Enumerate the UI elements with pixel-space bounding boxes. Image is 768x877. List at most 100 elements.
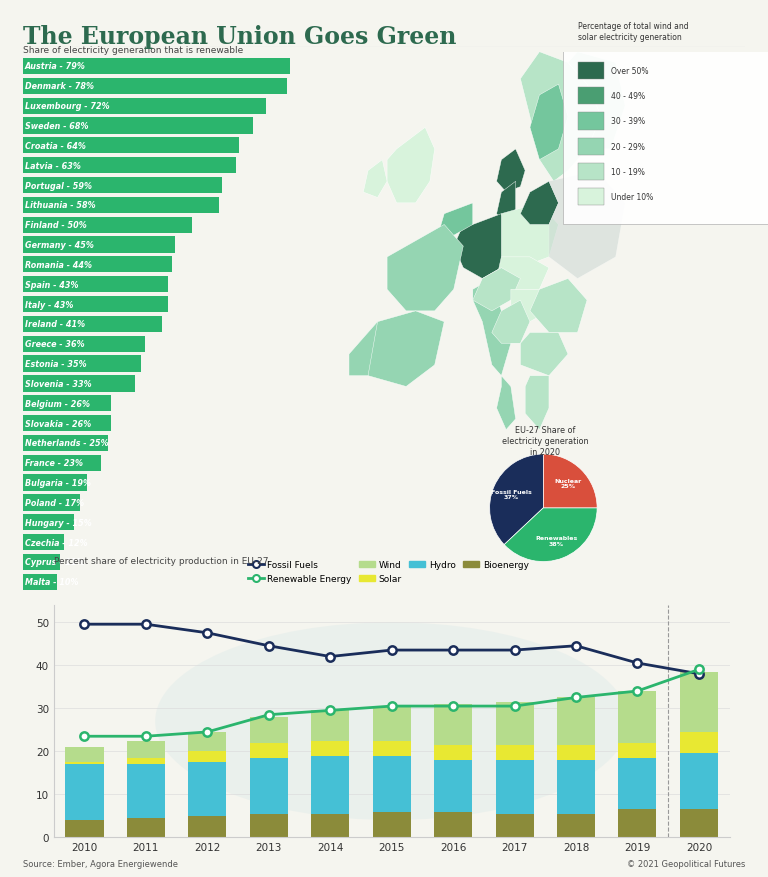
Text: Luxembourg - 72%: Luxembourg - 72% xyxy=(25,102,109,111)
Bar xyxy=(23,296,168,313)
Text: Belgium - 26%: Belgium - 26% xyxy=(25,399,90,408)
Polygon shape xyxy=(530,279,587,333)
Bar xyxy=(23,138,240,154)
Bar xyxy=(495,814,534,838)
Bar xyxy=(188,752,227,762)
Polygon shape xyxy=(473,268,521,311)
Bar xyxy=(23,396,111,412)
Text: 40 - 49%: 40 - 49% xyxy=(611,92,645,101)
Bar xyxy=(23,554,60,570)
FancyBboxPatch shape xyxy=(563,25,768,225)
Text: Lithuania - 58%: Lithuania - 58% xyxy=(25,201,95,210)
Polygon shape xyxy=(359,311,444,387)
Polygon shape xyxy=(439,203,473,236)
Bar xyxy=(23,277,168,293)
Polygon shape xyxy=(497,258,549,290)
Bar xyxy=(250,758,288,814)
Bar xyxy=(23,515,74,531)
Polygon shape xyxy=(492,301,530,344)
Text: Cyprus - 11%: Cyprus - 11% xyxy=(25,558,84,567)
Text: Percent share of electricity production in EU-27: Percent share of electricity production … xyxy=(54,557,268,566)
Text: Croatia - 64%: Croatia - 64% xyxy=(25,142,85,151)
Polygon shape xyxy=(349,323,378,376)
Text: Finland - 50%: Finland - 50% xyxy=(25,221,87,230)
Polygon shape xyxy=(497,182,515,225)
Polygon shape xyxy=(502,203,558,268)
Bar xyxy=(127,758,165,765)
Bar xyxy=(23,336,144,353)
Polygon shape xyxy=(521,182,558,225)
Text: Hungary - 15%: Hungary - 15% xyxy=(25,518,91,527)
Bar xyxy=(680,809,718,838)
Bar xyxy=(65,765,104,820)
Bar xyxy=(23,98,266,115)
Polygon shape xyxy=(521,333,568,376)
Bar xyxy=(127,818,165,838)
Bar xyxy=(578,113,604,131)
Bar xyxy=(618,809,657,838)
Bar xyxy=(23,574,57,590)
Bar xyxy=(311,710,349,741)
Bar xyxy=(372,741,411,756)
Polygon shape xyxy=(497,376,515,431)
Bar xyxy=(23,495,81,511)
Bar xyxy=(311,814,349,838)
Bar xyxy=(23,257,172,273)
Polygon shape xyxy=(525,376,549,431)
Text: Malta - 10%: Malta - 10% xyxy=(25,578,78,587)
Polygon shape xyxy=(511,290,549,323)
Polygon shape xyxy=(454,215,511,279)
Bar xyxy=(495,702,534,745)
Bar xyxy=(23,217,192,233)
Text: Latvia - 63%: Latvia - 63% xyxy=(25,161,81,170)
Text: Share of electricity generation that is renewable: Share of electricity generation that is … xyxy=(23,46,243,54)
Text: EU-27 Share of
electricity generation
in 2020: EU-27 Share of electricity generation in… xyxy=(502,425,588,457)
Bar xyxy=(680,732,718,753)
Text: The European Union Goes Green: The European Union Goes Green xyxy=(23,25,456,48)
Text: Estonia - 35%: Estonia - 35% xyxy=(25,360,86,368)
Text: Czechia - 12%: Czechia - 12% xyxy=(25,538,88,547)
Bar xyxy=(250,717,288,743)
Polygon shape xyxy=(387,128,435,203)
Bar xyxy=(434,745,472,760)
Bar xyxy=(618,758,657,809)
Bar xyxy=(372,706,411,741)
Text: Under 10%: Under 10% xyxy=(611,193,653,202)
Bar xyxy=(557,745,595,760)
Text: Slovakia - 26%: Slovakia - 26% xyxy=(25,419,91,428)
Text: Poland - 17%: Poland - 17% xyxy=(25,498,84,507)
Bar xyxy=(434,760,472,812)
Bar xyxy=(557,760,595,814)
Bar xyxy=(23,158,236,175)
Bar xyxy=(680,672,718,732)
Text: Over 50%: Over 50% xyxy=(611,67,648,76)
Polygon shape xyxy=(387,225,463,311)
Bar xyxy=(372,812,411,838)
Bar xyxy=(557,698,595,745)
Bar xyxy=(495,760,534,814)
Bar xyxy=(434,812,472,838)
Bar xyxy=(23,376,134,392)
Bar xyxy=(250,743,288,758)
Text: Spain - 43%: Spain - 43% xyxy=(25,281,78,289)
Bar xyxy=(23,237,175,253)
Polygon shape xyxy=(568,53,625,150)
Bar xyxy=(23,534,64,551)
Bar xyxy=(65,762,104,765)
Bar xyxy=(250,814,288,838)
Text: Germany - 45%: Germany - 45% xyxy=(25,241,94,250)
Bar xyxy=(578,88,604,105)
Bar xyxy=(65,820,104,838)
Ellipse shape xyxy=(155,623,628,820)
Bar xyxy=(23,435,108,452)
Bar xyxy=(188,762,227,816)
Text: Italy - 43%: Italy - 43% xyxy=(25,300,73,310)
Text: Bulgaria - 19%: Bulgaria - 19% xyxy=(25,479,91,488)
Bar xyxy=(23,197,219,214)
Wedge shape xyxy=(543,454,597,509)
Bar xyxy=(23,416,111,431)
Bar xyxy=(23,317,161,332)
Bar xyxy=(557,814,595,838)
Bar xyxy=(23,356,141,372)
Text: © 2021 Geopolitical Futures: © 2021 Geopolitical Futures xyxy=(627,859,745,868)
